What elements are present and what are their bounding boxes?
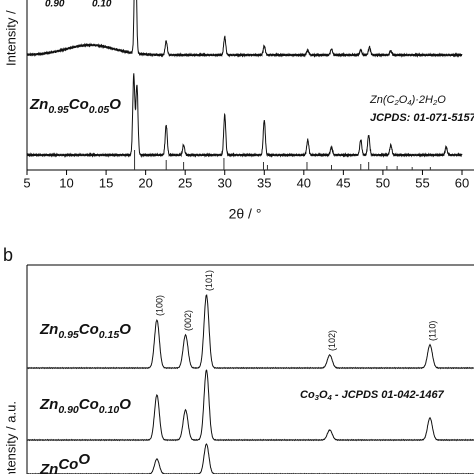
sample-label-part: O xyxy=(119,321,131,338)
x-tick-label: 60 xyxy=(455,175,469,190)
reference-label-part: 4 xyxy=(327,393,333,402)
reference-name-part: Zn(C xyxy=(369,94,395,106)
reference-label-part: O xyxy=(319,389,328,401)
sample-label-part: 0.15 xyxy=(99,329,120,341)
reference-source: JCPDS: 01-071-5157 xyxy=(370,112,474,124)
x-tick-label: 10 xyxy=(59,175,73,190)
sample-label-part: 0.90 xyxy=(58,404,79,416)
reference-name-part: 4 xyxy=(407,98,411,107)
sample-label-part: Zn xyxy=(39,461,58,474)
peak-label: (002) xyxy=(183,310,193,331)
sample-label-part: 0.05 xyxy=(89,104,110,116)
reference-label-part: 3 xyxy=(315,393,320,402)
peak-label: (110) xyxy=(427,321,437,341)
reference-name-part: )·2H xyxy=(410,94,433,106)
sample-label-part: Co xyxy=(58,456,78,473)
reference-name-part: 2 xyxy=(432,98,438,107)
reference-name-part: O xyxy=(399,94,408,106)
reference-label-part: - JCPDS 01-042-1467 xyxy=(332,389,445,401)
y-axis-label: Intensity / xyxy=(3,10,18,66)
cut-subscript: 0.90 xyxy=(45,0,65,10)
y-axis-label: Intensity / a.u. xyxy=(3,401,18,474)
sample-label: Zn0.95Co0.05O xyxy=(29,96,121,116)
peak-label: (101) xyxy=(204,270,214,291)
x-tick-label: 30 xyxy=(217,175,231,190)
sample-label-part: O xyxy=(119,396,131,413)
sample-label-part: Co xyxy=(69,96,89,113)
x-tick-label: 15 xyxy=(99,175,113,190)
x-tick-label: 5 xyxy=(23,175,30,190)
x-tick-label: 45 xyxy=(336,175,350,190)
cut-subscript: 0.10 xyxy=(92,0,112,10)
peak-label: (102) xyxy=(327,330,337,351)
sample-label-part: 0.95 xyxy=(48,104,69,116)
sample-label: ZnCoO xyxy=(39,451,90,474)
pattern xyxy=(26,369,474,442)
sample-label: Zn0.95Co0.15O xyxy=(39,321,131,341)
sample-label: Zn0.90Co0.10O xyxy=(39,396,131,416)
pattern xyxy=(26,0,463,58)
reference-name-part: O xyxy=(437,94,446,106)
sample-label-part: O xyxy=(109,96,121,113)
sample-label-part: Zn xyxy=(39,321,58,338)
pattern xyxy=(26,73,463,158)
x-axis-label: 2θ / ° xyxy=(229,206,262,222)
pattern xyxy=(26,443,474,474)
x-tick-label: 55 xyxy=(415,175,429,190)
reference-name: Zn(C2O4)·2H2O xyxy=(369,94,446,107)
sample-label-part: Zn xyxy=(29,96,48,113)
sample-label-part: 0.95 xyxy=(58,329,79,341)
x-tick-label: 25 xyxy=(178,175,192,190)
sample-label-part: 0.10 xyxy=(99,404,120,416)
x-tick-label: 40 xyxy=(297,175,311,190)
panel-label: b xyxy=(3,245,13,265)
sample-label-part: Co xyxy=(79,396,99,413)
sample-label-part: Co xyxy=(79,321,99,338)
reference-name-part: 2 xyxy=(393,98,399,107)
pattern xyxy=(27,294,474,370)
reference-label-part: Co xyxy=(300,389,315,401)
x-tick-label: 20 xyxy=(138,175,152,190)
reference-label: Co3O4 - JCPDS 01-042-1467 xyxy=(300,389,445,402)
x-tick-label: 50 xyxy=(376,175,390,190)
peak-label: (100) xyxy=(154,295,164,316)
sample-label-part: O xyxy=(78,451,90,468)
x-tick-label: 35 xyxy=(257,175,271,190)
sample-label-part: Zn xyxy=(39,396,58,413)
